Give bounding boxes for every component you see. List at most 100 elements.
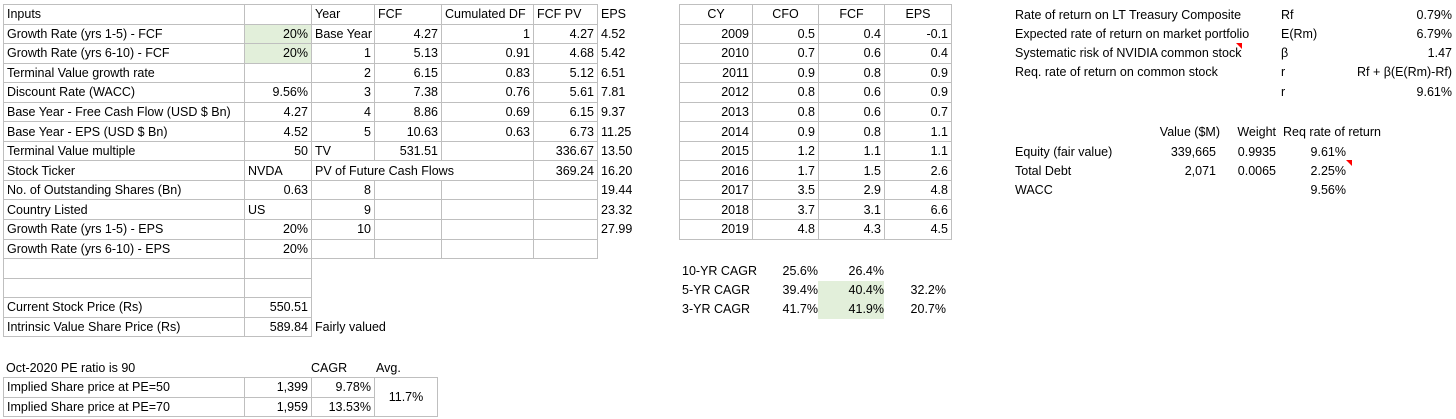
pe-label-1: Implied Share price at PE=70 — [3, 396, 245, 418]
table-row: 2019 4.8 4.3 4.5 — [679, 219, 952, 240]
dcf-fcf: 8.86 — [374, 101, 442, 123]
hist-fcf: 1.5 — [818, 160, 885, 181]
table-row: 2018 3.7 3.1 6.6 — [679, 199, 952, 221]
table-row: 2017 3.5 2.9 4.8 — [679, 179, 952, 201]
dcf-cumulated-df: 0.69 — [441, 101, 534, 123]
hist-fcf: 2.9 — [818, 179, 885, 201]
input-label: Growth Rate (yrs 1-5) - EPS — [3, 219, 245, 240]
wacc-value: 339,665 — [1170, 145, 1216, 159]
pe-cagr-header: CAGR — [311, 361, 348, 375]
dcf-year: 5 — [311, 121, 375, 142]
dcf-fcf: 7.38 — [374, 82, 442, 103]
hist-year: 2012 — [679, 82, 753, 103]
dcf-year: 8 — [311, 179, 375, 201]
table-row: 2011 0.9 0.8 0.9 — [679, 62, 952, 84]
table-row: Base Year - EPS (USD $ Bn) 4.52 5 10.63 0.63… — [3, 121, 631, 142]
dcf-cumulated-df: 1 — [441, 23, 534, 45]
valuation-verdict: Fairly valued — [315, 320, 386, 335]
table-row: Terminal Value multiple 50 TV 531.51 336.67 1… — [3, 140, 632, 162]
table-header-row: CY CFO FCF EPS — [679, 4, 952, 25]
capm-symbol: β — [1281, 46, 1289, 60]
dcf-cumulated-df: 0.83 — [441, 62, 534, 84]
hist-cfo: 3.5 — [752, 179, 819, 201]
dcf-fcf-pv — [533, 199, 598, 221]
hist-cfo: 0.7 — [752, 43, 819, 64]
input-label: Growth Rate (yrs 1-5) - FCF — [3, 23, 245, 45]
wacc-rate: 2.25% — [1310, 164, 1346, 178]
hist-year: 2009 — [679, 23, 753, 45]
input-label: Base Year - Free Cash Flow (USD $ Bn) — [3, 101, 245, 123]
dcf-fcf-pv: 4.68 — [533, 43, 598, 64]
comment-indicator-beta[interactable] — [1236, 43, 1242, 49]
table-row: 2010 0.7 0.6 0.4 — [679, 43, 952, 64]
hist-eps: 1.1 — [884, 140, 952, 162]
cagr-fcf: 41.9% — [818, 300, 884, 319]
table-row — [3, 258, 598, 279]
wacc-rate: 9.56% — [1310, 183, 1346, 197]
capm-label: Expected rate of return on market portfo… — [1015, 27, 1250, 41]
hist-cfo: 3.7 — [752, 199, 819, 221]
input-label: Inputs — [3, 4, 245, 25]
dcf-cumulated-df — [441, 219, 534, 240]
dcf-year: 1 — [311, 43, 375, 64]
dcf-year: 10 — [311, 219, 375, 240]
capm-value: 0.79% — [1416, 8, 1452, 22]
wacc-header: Value ($M) — [1159, 125, 1220, 139]
hist-cfo: 0.8 — [752, 82, 819, 103]
dcf-fcf-pv: 369.24 — [533, 160, 598, 181]
hist-eps: 4.5 — [884, 219, 952, 240]
input-value: 20% — [244, 238, 312, 260]
dcf-cumulated-df — [441, 140, 534, 162]
hist-header: EPS — [884, 4, 952, 25]
wacc-value: 2,071 — [1184, 164, 1216, 178]
input-label: Terminal Value multiple — [3, 140, 245, 162]
dcf-cumulated-df: 0.76 — [441, 82, 534, 103]
hist-year: 2018 — [679, 199, 753, 221]
pe-price-1: 1,959 — [244, 396, 312, 418]
hist-cfo: 0.9 — [752, 121, 819, 142]
capm-value: 9.61% — [1416, 85, 1452, 99]
input-label: Base Year - EPS (USD $ Bn) — [3, 121, 245, 142]
hist-cfo: 0.5 — [752, 23, 819, 45]
input-value — [244, 277, 312, 299]
input-label — [3, 277, 245, 299]
hist-eps: 4.8 — [884, 179, 952, 201]
dcf-model-table: Inputs Year FCF Cumulated DF FCF PV EPS Growth… — [3, 4, 632, 338]
input-value: 50 — [244, 140, 312, 162]
pe-label-0: Implied Share price at PE=50 — [3, 377, 245, 398]
table-row: Intrinsic Value Share Price (Rs) 589.84 Fa… — [3, 316, 598, 338]
capm-symbol: r — [1281, 85, 1286, 99]
table-row: Current Stock Price (Rs) 550.51 — [3, 297, 598, 318]
input-value — [244, 4, 312, 25]
dcf-fcf: 6.15 — [374, 62, 442, 84]
dcf-fcf: 531.51 — [374, 140, 442, 162]
dcf-year: 3 — [311, 82, 375, 103]
dcf-cumulated-df: 0.91 — [441, 43, 534, 64]
hist-eps: 0.9 — [884, 82, 952, 103]
capm-symbol: E(Rm) — [1281, 27, 1318, 41]
dcf-cumulated-df: 0.63 — [441, 121, 534, 142]
hist-fcf: 0.4 — [818, 23, 885, 45]
pe-avg: 11.7% — [374, 376, 438, 418]
hist-eps: 2.6 — [884, 160, 952, 181]
hist-cfo: 0.9 — [752, 62, 819, 84]
hist-fcf: 0.6 — [818, 82, 885, 103]
table-row: Base Year - Free Cash Flow (USD $ Bn) 4.2… — [3, 101, 625, 123]
hist-eps: 0.9 — [884, 62, 952, 84]
cagr-eps: 32.2% — [910, 283, 946, 297]
wacc-rate: 9.61% — [1310, 145, 1346, 159]
input-label: Intrinsic Value Share Price (Rs) — [3, 316, 245, 338]
hist-header: FCF — [818, 4, 885, 25]
wacc-label: WACC — [1015, 183, 1053, 197]
dcf-cumulated-df — [441, 179, 534, 201]
hist-eps: 6.6 — [884, 199, 952, 221]
comment-indicator-debt-rate[interactable] — [1346, 160, 1352, 166]
wacc-label: Total Debt — [1015, 164, 1072, 178]
table-row: Stock Ticker NVDA PV of Future Cash Flows 3… — [3, 160, 632, 181]
dcf-fcf: 4.27 — [374, 23, 442, 45]
input-value: 589.84 — [244, 316, 312, 338]
dcf-fcf-pv: 5.61 — [533, 82, 598, 103]
dcf-fcf-pv — [533, 219, 598, 240]
hist-fcf: 3.1 — [818, 199, 885, 221]
dcf-empty-cell — [311, 238, 375, 260]
